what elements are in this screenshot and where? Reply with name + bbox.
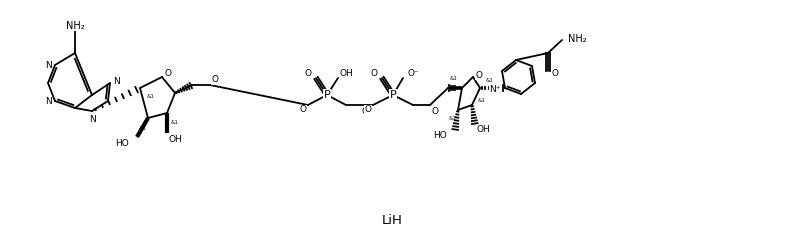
Text: O: O — [364, 105, 371, 114]
Text: N: N — [45, 96, 51, 105]
Text: N: N — [89, 114, 95, 123]
Text: OH: OH — [476, 125, 490, 134]
Text: O: O — [211, 76, 218, 85]
Text: &1: &1 — [450, 77, 458, 81]
Text: HO: HO — [115, 139, 129, 148]
Text: O: O — [432, 107, 439, 116]
Text: O: O — [165, 69, 171, 78]
Text: &1: &1 — [182, 87, 190, 92]
Text: LiH: LiH — [382, 215, 403, 227]
Text: O: O — [305, 69, 312, 78]
Text: N⁺: N⁺ — [489, 85, 501, 94]
Text: &1: &1 — [478, 97, 486, 103]
Text: &1: &1 — [139, 125, 147, 130]
Text: O: O — [300, 105, 306, 114]
Text: HO: HO — [433, 131, 447, 140]
Text: OH: OH — [168, 136, 182, 145]
Text: &1: &1 — [147, 95, 155, 99]
Text: P: P — [323, 90, 330, 100]
Text: N: N — [114, 77, 120, 86]
Text: OH: OH — [339, 69, 353, 78]
Text: O: O — [371, 69, 378, 78]
Text: &1: &1 — [171, 120, 179, 124]
Text: &1: &1 — [486, 78, 494, 83]
Text: O: O — [552, 69, 558, 78]
Text: P: P — [389, 90, 396, 100]
Text: NH₂: NH₂ — [568, 34, 586, 44]
Text: N: N — [45, 61, 51, 69]
Text: &1: &1 — [449, 116, 457, 122]
Text: O⁻: O⁻ — [407, 69, 419, 78]
Text: O: O — [476, 70, 483, 79]
Text: NH₂: NH₂ — [66, 21, 84, 31]
Text: O: O — [362, 107, 368, 116]
